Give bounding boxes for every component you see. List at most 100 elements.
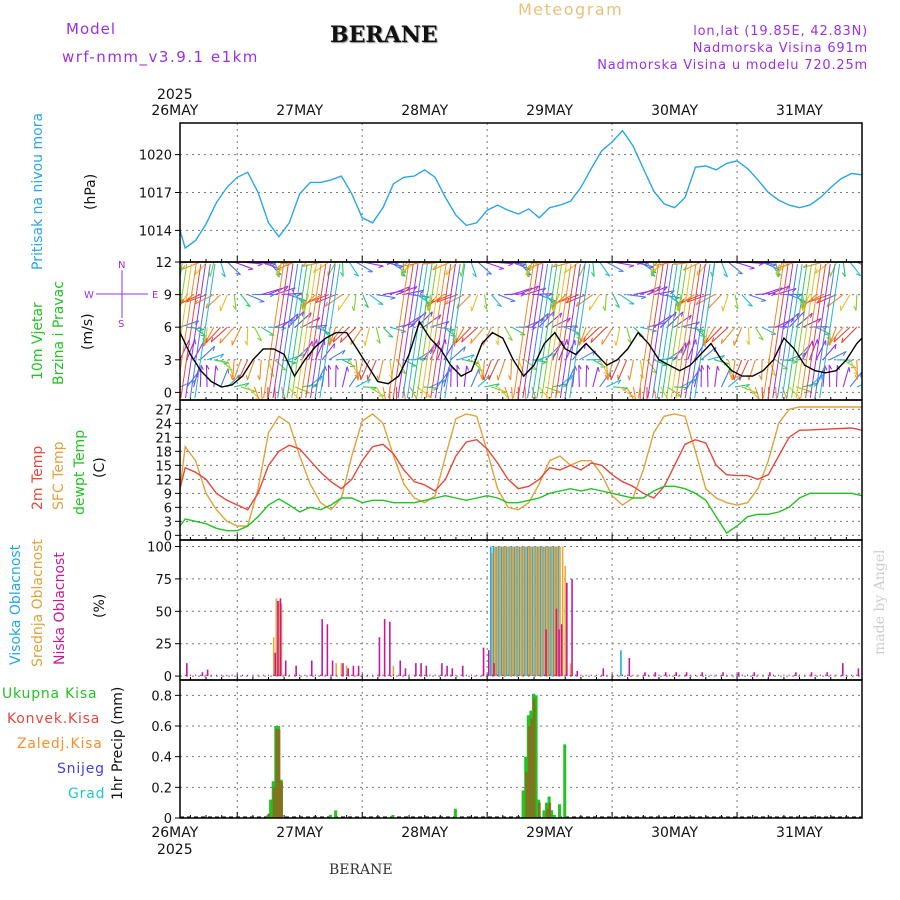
wind-arrow <box>484 262 504 270</box>
wind-arrow <box>748 294 767 302</box>
wind-arrow <box>610 359 621 381</box>
wind-arrow-head <box>284 285 289 291</box>
product-title: Meteogram <box>518 0 624 19</box>
wind-arrow-head <box>230 375 234 381</box>
wind-arrow <box>815 326 831 335</box>
wind-arrow <box>761 326 777 335</box>
wind-arrow <box>375 386 385 400</box>
wind-arrow <box>364 327 371 346</box>
wind-arrow-head <box>828 364 833 370</box>
wind-arrow-head <box>842 351 847 356</box>
wind-streak <box>555 263 577 399</box>
wind-arrow <box>589 294 601 311</box>
wind-arrow <box>524 287 546 296</box>
wind-arrow-head <box>219 353 225 359</box>
y-tick-label: 0.4 <box>151 751 172 766</box>
y-tick-label: 21 <box>155 431 172 446</box>
wind-arrows-layer <box>180 259 862 408</box>
wind-arrow-head <box>606 375 609 381</box>
wind-arrow <box>246 327 249 346</box>
wind-streak <box>666 263 688 399</box>
wind-arrow-head <box>696 270 699 276</box>
wind-arrow <box>484 383 500 388</box>
wind-arrow-head <box>824 365 828 371</box>
wind-arrow <box>538 386 552 400</box>
legend-snow: Snijeg <box>57 761 105 777</box>
wind-streak <box>772 263 794 399</box>
wind-arrow <box>274 386 276 400</box>
wind-arrow <box>572 326 582 340</box>
wind-arrow-head <box>525 269 528 275</box>
wind-arrow <box>700 346 717 361</box>
precip-convective-bar <box>533 698 536 818</box>
wind-streak <box>694 263 716 399</box>
wind-arrow-head <box>758 337 764 341</box>
wind-arrow <box>267 326 286 329</box>
wind-arrow-head <box>257 375 261 381</box>
wind-arrow <box>226 359 234 378</box>
wind-arrow-head <box>683 387 689 391</box>
wind-arrow <box>776 262 797 269</box>
wind-arrow-head <box>590 337 593 343</box>
wind-arrow-head <box>260 404 263 408</box>
wind-arrow <box>457 354 475 361</box>
wind-arrow <box>470 368 480 388</box>
wind-arrow <box>335 358 352 361</box>
y-tick-label: 3 <box>164 515 172 530</box>
wind-arrow <box>234 382 250 388</box>
wind-arrow-head <box>833 337 837 343</box>
wind-arrow-head <box>219 306 222 312</box>
wind-streak <box>545 263 567 399</box>
wind-arrow <box>341 366 348 388</box>
wind-arrow-head <box>721 306 724 312</box>
wind-arrow <box>809 325 828 328</box>
wind-arrow-head <box>415 259 420 261</box>
wind-arrow-head <box>574 365 578 371</box>
precip-total-bar <box>542 810 546 818</box>
wind-arrow <box>341 262 344 277</box>
wind-arrow <box>274 287 296 296</box>
wind-streak <box>397 263 419 399</box>
wind-arrow-head <box>552 263 557 268</box>
wind-arrow <box>538 311 555 328</box>
wind-arrow-head <box>730 375 733 381</box>
y-tick-label: 12 <box>155 256 172 271</box>
wind-arrow-head <box>566 339 569 345</box>
wind-arrow <box>376 294 396 299</box>
legend-frozen-rain: Zaledj.Kisa <box>17 736 103 752</box>
wind-arrow <box>180 320 199 328</box>
wind-arrow <box>802 382 818 388</box>
wind-arrow <box>551 340 563 361</box>
wind-arrow-head <box>653 262 658 267</box>
wind-arrow-head <box>429 349 434 355</box>
wind-streak <box>444 263 466 399</box>
precip-convective-bar <box>272 787 276 818</box>
wind-streak <box>430 263 452 399</box>
wind-arrow <box>733 326 743 346</box>
wind-arrow <box>389 286 411 296</box>
wind-arrow <box>416 311 433 328</box>
wind-streak <box>319 263 341 399</box>
wind-arrow <box>456 364 459 387</box>
wind-arrow <box>233 359 242 381</box>
wind-arrow <box>741 294 753 307</box>
wind-arrow <box>463 365 468 388</box>
wind-streak <box>411 263 433 399</box>
wind-arrow <box>226 262 241 275</box>
wind-arrow-head <box>508 375 512 381</box>
wind-arrow-head <box>666 259 670 261</box>
wind-streak <box>559 263 581 399</box>
wind-arrow-head <box>537 259 542 261</box>
wind-arrow-head <box>776 264 781 269</box>
wind-arrow-head <box>316 339 318 345</box>
wind-arrow-head <box>723 273 728 278</box>
wind-arrow <box>464 359 479 364</box>
wind-arrow <box>497 359 506 381</box>
wind-arrow-head <box>609 371 612 377</box>
wind-streak <box>527 263 549 399</box>
wind-arrow-head <box>676 301 681 307</box>
wind-arrow <box>396 285 418 296</box>
wind-arrow-head <box>688 314 692 320</box>
wind-arrow-head <box>515 404 517 408</box>
wind-arrow-head <box>546 313 549 319</box>
